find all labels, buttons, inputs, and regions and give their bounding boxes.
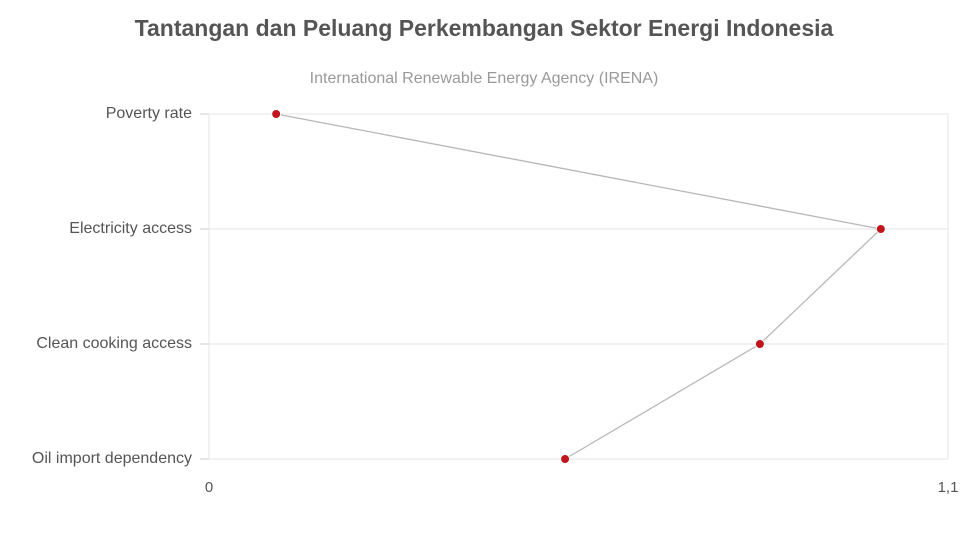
marker bbox=[560, 454, 571, 464]
marker bbox=[754, 339, 765, 349]
y-tick-label: Oil import dependency bbox=[32, 450, 192, 467]
y-tick-label: Clean cooking access bbox=[36, 335, 192, 352]
chart-title: Tantangan dan Peluang Perkembangan Sekto… bbox=[135, 15, 834, 41]
marker bbox=[875, 224, 886, 234]
marker bbox=[271, 109, 282, 119]
x-tick-label: 0 bbox=[205, 479, 213, 496]
y-tick-label: Electricity access bbox=[69, 220, 192, 237]
line bbox=[276, 113, 883, 460]
x-tick-label: 1,1 bbox=[938, 479, 959, 496]
chart-subtitle: International Renewable Energy Agency (I… bbox=[310, 70, 659, 87]
y-tick-label: Poverty rate bbox=[106, 105, 192, 122]
